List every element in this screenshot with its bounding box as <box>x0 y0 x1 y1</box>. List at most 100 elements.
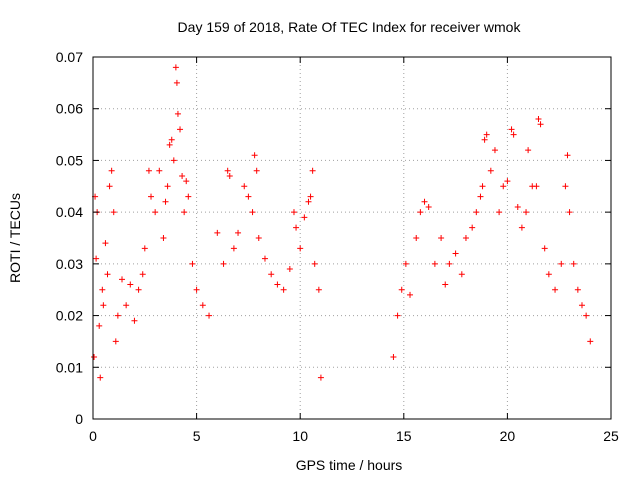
x-tick-label: 5 <box>193 428 201 444</box>
data-point <box>462 235 469 241</box>
data-point <box>145 167 152 174</box>
data-point <box>179 172 186 179</box>
x-tick-label: 10 <box>292 428 308 444</box>
data-point <box>305 198 312 205</box>
data-point <box>587 338 594 345</box>
data-point <box>479 183 486 190</box>
data-point <box>535 116 542 123</box>
data-point <box>570 260 577 267</box>
data-point <box>446 260 453 267</box>
data-point <box>249 209 256 216</box>
data-point <box>268 271 275 278</box>
data-point <box>245 193 252 200</box>
data-point <box>309 167 316 174</box>
data-point <box>220 260 227 267</box>
y-tick-label: 0.07 <box>56 49 83 65</box>
data-point <box>110 209 117 216</box>
data-point <box>545 271 552 278</box>
data-point <box>574 286 581 293</box>
data-point <box>417 209 424 216</box>
y-tick-label: 0.05 <box>56 152 83 168</box>
data-point <box>562 183 569 190</box>
data-point <box>199 302 206 309</box>
data-point <box>578 302 585 309</box>
data-point <box>127 281 134 288</box>
data-point <box>514 203 521 210</box>
data-point <box>123 302 130 309</box>
data-point <box>315 286 322 293</box>
data-point <box>104 271 111 278</box>
data-point <box>438 235 445 241</box>
data-point <box>431 260 438 267</box>
data-point <box>160 235 167 241</box>
data-point <box>106 183 113 190</box>
data-point <box>108 167 115 174</box>
data-point <box>172 64 179 71</box>
data-point <box>473 209 480 216</box>
data-point <box>185 193 192 200</box>
data-point <box>394 312 401 319</box>
data-point <box>583 312 590 319</box>
data-point <box>251 152 258 159</box>
data-point <box>206 312 213 319</box>
y-tick-label: 0.02 <box>56 308 83 324</box>
data-point <box>458 271 465 278</box>
data-point <box>193 286 200 293</box>
data-point <box>139 271 146 278</box>
data-point <box>510 131 517 138</box>
data-point <box>286 266 293 273</box>
data-point <box>274 281 281 288</box>
y-tick-label: 0 <box>75 411 83 427</box>
data-point <box>504 178 511 185</box>
data-point <box>496 209 503 216</box>
data-point <box>174 110 181 117</box>
data-point <box>518 224 525 231</box>
data-point <box>141 245 148 252</box>
data-point <box>226 172 233 179</box>
data-point <box>508 126 515 133</box>
data-point <box>102 240 109 247</box>
data-point <box>135 286 142 293</box>
data-point <box>301 214 308 221</box>
data-point <box>255 235 262 241</box>
data-point <box>566 209 573 216</box>
data-point <box>280 286 287 293</box>
data-point <box>481 136 488 143</box>
x-tick-label: 15 <box>396 428 412 444</box>
x-tick-label: 20 <box>500 428 516 444</box>
data-point <box>293 224 300 231</box>
data-point <box>402 260 409 267</box>
x-tick-label: 25 <box>603 428 619 444</box>
data-point <box>469 224 476 231</box>
data-point <box>112 338 119 345</box>
data-point <box>317 374 324 381</box>
data-point <box>533 183 540 190</box>
data-point <box>189 260 196 267</box>
data-point <box>307 193 314 200</box>
data-point <box>152 209 159 216</box>
data-point <box>523 209 530 216</box>
data-point <box>114 312 121 319</box>
data-point <box>261 255 268 262</box>
data-point <box>311 260 318 267</box>
data-point <box>390 353 397 360</box>
y-tick-label: 0.04 <box>56 204 83 220</box>
data-point <box>166 141 173 148</box>
data-point <box>253 167 260 174</box>
data-point <box>442 281 449 288</box>
y-tick-label: 0.03 <box>56 256 83 272</box>
x-tick-label: 0 <box>89 428 97 444</box>
data-point <box>119 276 126 283</box>
data-point <box>97 374 104 381</box>
data-point <box>164 183 171 190</box>
data-point <box>407 291 414 298</box>
data-point <box>421 198 428 205</box>
data-point <box>558 260 565 267</box>
chart-title: Day 159 of 2018, Rate Of TEC Index for r… <box>178 19 522 35</box>
data-points <box>91 64 594 381</box>
y-axis-label: ROTI / TECUs <box>7 193 23 283</box>
data-point <box>477 193 484 200</box>
data-point <box>552 286 559 293</box>
data-point <box>183 178 190 185</box>
